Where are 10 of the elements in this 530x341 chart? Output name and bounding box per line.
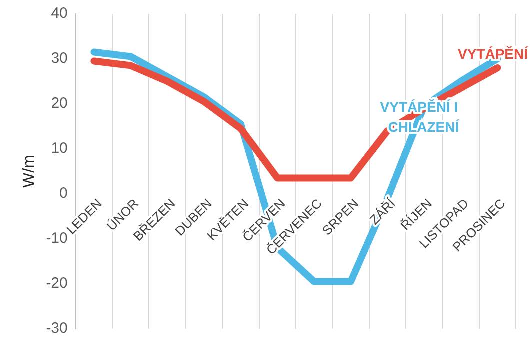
y-tick-label: -30 xyxy=(46,320,68,338)
y-tick-label: 10 xyxy=(51,140,68,158)
series-label: VYTÁPĚNÍ xyxy=(458,46,530,62)
y-tick-label: 40 xyxy=(51,5,68,22)
y-tick-label: -10 xyxy=(46,230,68,248)
y-tick-label: 30 xyxy=(51,50,68,68)
y-tick-label: 20 xyxy=(51,95,68,112)
y-tick-label: 0 xyxy=(60,185,68,202)
y-tick-label: -20 xyxy=(46,275,68,292)
y-axis-title: W/m xyxy=(21,155,38,188)
